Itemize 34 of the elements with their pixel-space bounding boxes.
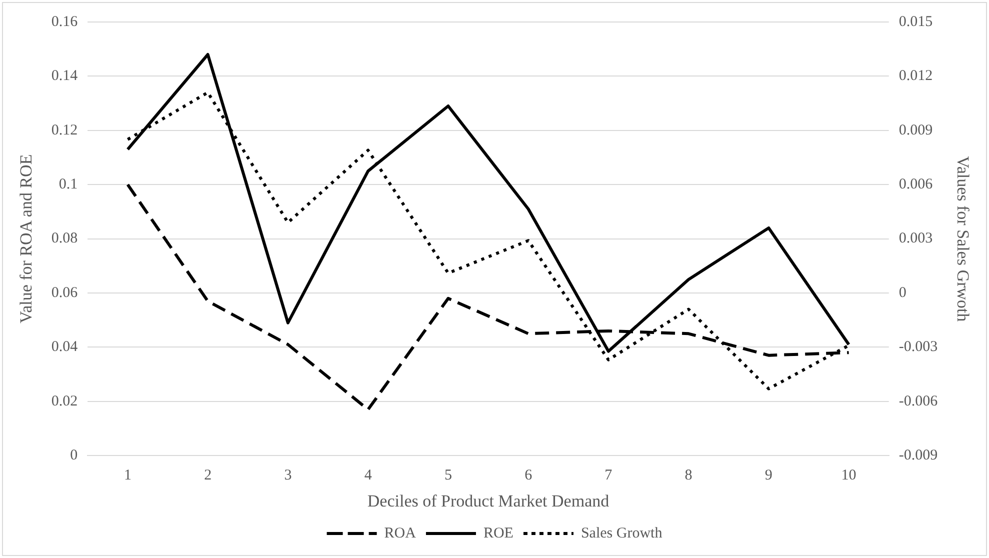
x-tick-label: 1 [124,468,132,484]
legend-label: Sales Growth [580,525,663,542]
x-tick-label: 9 [764,468,772,484]
x-tick-label: 6 [524,468,533,484]
x-tick-label: 5 [444,468,452,484]
y2-tick-label: -0.009 [898,448,938,464]
y-tick-label: 0.1 [58,176,78,193]
y-tick-label: 0.08 [51,230,78,247]
y2-axis-title: Values for Sales Grwoth [953,156,972,322]
x-tick-label: 2 [204,468,212,484]
y-tick-label: 0.02 [51,393,78,410]
y2-tick-label: 0.003 [898,230,933,247]
y2-tick-label: 0.012 [898,68,933,84]
y-tick-label: 0.12 [51,122,78,138]
x-axis-title: Deciles of Product Market Demand [367,491,610,510]
y2-tick-label: -0.003 [898,339,938,356]
x-tick-label: 7 [604,468,613,484]
y2-tick-label: 0.009 [898,122,933,138]
x-tick-label: 8 [684,468,692,484]
y-axis-title: Value for ROA and ROE [16,154,36,324]
legend-label: ROA [384,525,416,542]
y-tick-label: 0.04 [51,339,78,356]
y-tick-label: 0.16 [51,14,78,30]
y-tick-label: 0 [70,448,78,464]
y-tick-label: 0.06 [51,284,78,301]
legend-label: ROE [483,525,514,542]
y2-tick-label: 0.006 [898,176,934,193]
x-tick-label: 4 [364,468,372,484]
x-tick-label: 3 [284,468,292,484]
y2-tick-label: 0 [898,284,906,301]
y2-tick-label: 0.015 [898,14,933,30]
y2-tick-label: -0.006 [898,393,938,410]
y-tick-label: 0.14 [51,68,78,84]
x-tick-label: 10 [841,468,856,484]
